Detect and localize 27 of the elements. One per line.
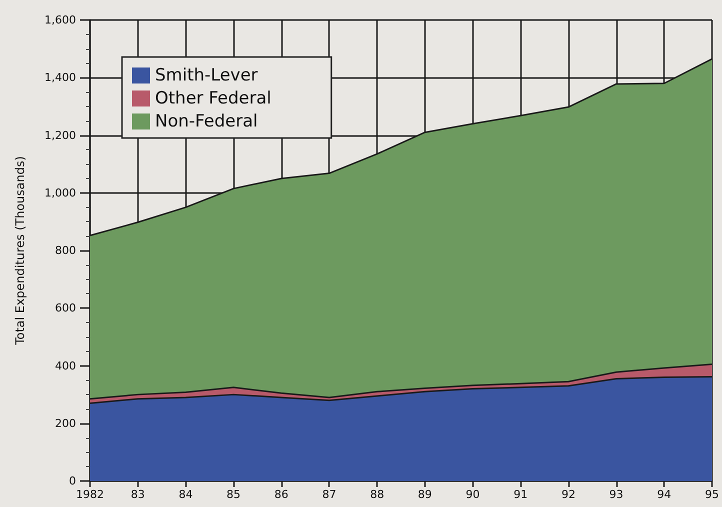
y-tick-label: 800 xyxy=(55,244,76,257)
y-tick-label: 400 xyxy=(55,359,76,372)
x-tick-label: 90 xyxy=(466,488,480,501)
y-tick-label: 1,200 xyxy=(44,128,76,142)
x-tick-label: 1982 xyxy=(76,488,104,501)
y-tick-label: 0 xyxy=(69,474,76,488)
x-tick-label: 89 xyxy=(418,488,432,501)
x-tick-label: 84 xyxy=(178,488,193,501)
x-tick-label: 83 xyxy=(130,488,145,501)
x-tick-label: 93 xyxy=(609,488,624,501)
x-tick-label: 88 xyxy=(370,488,384,501)
y-axis-title: Total Expenditures (Thousands) xyxy=(13,156,27,346)
x-tick-label: 87 xyxy=(322,488,336,501)
x-tick-label: 95 xyxy=(705,488,719,501)
x-tick-label: 91 xyxy=(514,488,528,501)
y-tick-label: 600 xyxy=(55,302,76,315)
x-tick-label: 94 xyxy=(657,488,672,501)
x-tick-label: 85 xyxy=(226,488,241,501)
legend-label: Non-Federal xyxy=(155,112,258,132)
y-tick-label: 200 xyxy=(55,416,76,430)
x-tick-label: 86 xyxy=(274,488,288,501)
legend-label: Smith-Lever xyxy=(155,66,258,86)
y-tick-label: 1,400 xyxy=(44,71,76,84)
x-tick-label: 92 xyxy=(561,488,576,501)
legend-label: Other Federal xyxy=(155,88,272,108)
y-tick-label: 1,000 xyxy=(44,186,76,200)
y-tick-label: 1,600 xyxy=(44,14,76,26)
